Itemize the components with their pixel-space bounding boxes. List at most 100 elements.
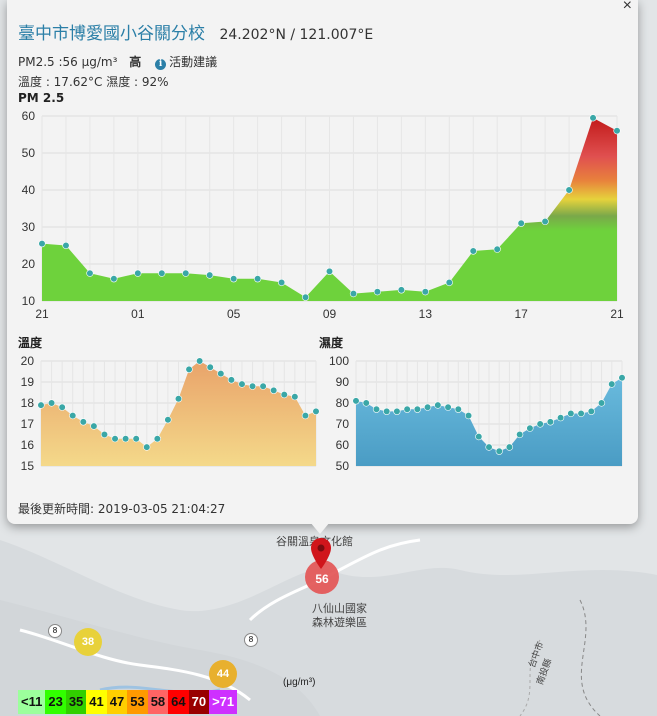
y-tick-label: 20 xyxy=(21,354,35,368)
map-bubble-44[interactable]: 44 xyxy=(209,660,237,688)
y-tick-label: 19 xyxy=(21,375,35,389)
map-pin-icon[interactable] xyxy=(310,538,332,570)
data-point xyxy=(613,127,621,135)
y-tick-label: 15 xyxy=(21,459,35,473)
data-point xyxy=(174,395,183,403)
legend-item: >71 xyxy=(209,690,238,714)
map-bubble-38[interactable]: 38 xyxy=(74,628,102,656)
legend-item: 35 xyxy=(65,690,87,714)
y-tick-label: 30 xyxy=(22,220,36,234)
data-point xyxy=(567,409,575,418)
data-point xyxy=(541,217,549,226)
y-tick-label: 100 xyxy=(329,354,349,368)
data-point xyxy=(58,403,66,411)
y-tick-label: 10 xyxy=(22,294,36,308)
data-point xyxy=(608,380,616,388)
y-tick-label: 50 xyxy=(336,459,350,473)
data-point xyxy=(413,405,421,413)
y-tick-label: 17 xyxy=(21,417,35,431)
data-point xyxy=(100,430,109,439)
data-point xyxy=(505,443,514,451)
data-point xyxy=(557,414,565,422)
close-icon[interactable]: × xyxy=(622,0,632,14)
pm25-legend: <11 23 35 41 47 53 58 64 70 >71 xyxy=(18,690,238,714)
data-point xyxy=(516,430,524,439)
data-point xyxy=(597,399,606,407)
data-point xyxy=(454,405,462,413)
data-point xyxy=(352,397,360,405)
y-tick-label: 60 xyxy=(336,438,350,452)
data-point xyxy=(280,390,288,399)
activity-advice-link[interactable]: 活動建議 xyxy=(169,55,218,69)
y-tick-label: 16 xyxy=(21,438,35,452)
data-point xyxy=(111,435,119,443)
data-point xyxy=(259,382,267,390)
data-point xyxy=(349,290,358,298)
data-point xyxy=(403,405,411,413)
data-point xyxy=(301,411,310,420)
data-point xyxy=(134,269,142,277)
data-point xyxy=(206,271,214,279)
weather-row: 溫度 : 17.62°C 濕度 : 92% xyxy=(18,75,169,89)
station-marker-value: 56 xyxy=(315,572,329,586)
data-point xyxy=(230,275,238,283)
data-point xyxy=(158,269,166,277)
road-shield-b-label: 8 xyxy=(248,635,254,644)
last-updated: 最後更新時間: 2019-03-05 21:04:27 xyxy=(18,502,226,516)
data-point xyxy=(536,420,544,428)
data-point xyxy=(475,432,483,441)
data-point xyxy=(424,403,432,411)
popup-pointer xyxy=(310,522,330,534)
legend-item: 41 xyxy=(86,690,107,714)
data-point xyxy=(589,114,597,122)
data-point xyxy=(47,399,56,407)
humidity-chart: 50 60 70 80 90 100 xyxy=(329,354,626,473)
data-point xyxy=(86,269,94,277)
data-point xyxy=(577,409,585,418)
legend-item: 53 xyxy=(127,690,148,714)
data-point xyxy=(185,365,193,374)
data-point xyxy=(546,418,554,426)
y-tick-label: 40 xyxy=(22,183,36,197)
data-point xyxy=(248,382,257,390)
x-tick-label: 13 xyxy=(419,307,433,321)
pm25-chart-title: PM 2.5 xyxy=(18,91,65,105)
area-fill xyxy=(356,377,622,466)
y-tick-label: 20 xyxy=(22,257,36,271)
data-point xyxy=(434,401,442,409)
legend-item: 70 xyxy=(188,690,210,714)
x-tick-label: 01 xyxy=(131,307,145,321)
legend-item: 64 xyxy=(168,690,189,714)
info-icon[interactable]: i xyxy=(155,59,167,70)
station-popup: × 臺中市博愛國小谷關分校 24.202°N / 121.007°E PM2.5… xyxy=(7,0,638,524)
legend-item: 23 xyxy=(45,690,66,714)
data-point xyxy=(270,386,278,395)
data-point xyxy=(291,393,299,401)
data-point xyxy=(182,269,190,277)
y-tick-label: 80 xyxy=(336,396,350,410)
data-point xyxy=(196,357,204,365)
data-point xyxy=(587,407,595,416)
data-point xyxy=(393,407,401,416)
x-tick-label: 21 xyxy=(610,307,624,321)
data-point xyxy=(485,443,493,451)
pm25-status-row: PM2.5 :56 μg/m³ 高 i 活動建議 xyxy=(18,53,217,70)
data-point xyxy=(164,416,172,424)
popup-header: 臺中市博愛國小谷關分校 24.202°N / 121.007°E xyxy=(18,19,373,44)
data-point xyxy=(312,407,320,416)
data-point xyxy=(110,275,118,283)
x-tick-label: 21 xyxy=(35,307,49,321)
data-point xyxy=(565,186,573,194)
data-point xyxy=(69,411,77,420)
data-point xyxy=(143,443,151,451)
y-tick-label: 90 xyxy=(336,375,350,389)
data-point xyxy=(277,278,286,287)
y-tick-label: 60 xyxy=(22,109,36,123)
data-point xyxy=(362,399,370,407)
data-point xyxy=(469,247,477,255)
data-point xyxy=(373,288,382,296)
data-point xyxy=(526,424,534,432)
data-point xyxy=(122,435,130,443)
legend-item: 47 xyxy=(106,690,128,714)
humid-chart-title: 濕度 xyxy=(319,336,344,350)
